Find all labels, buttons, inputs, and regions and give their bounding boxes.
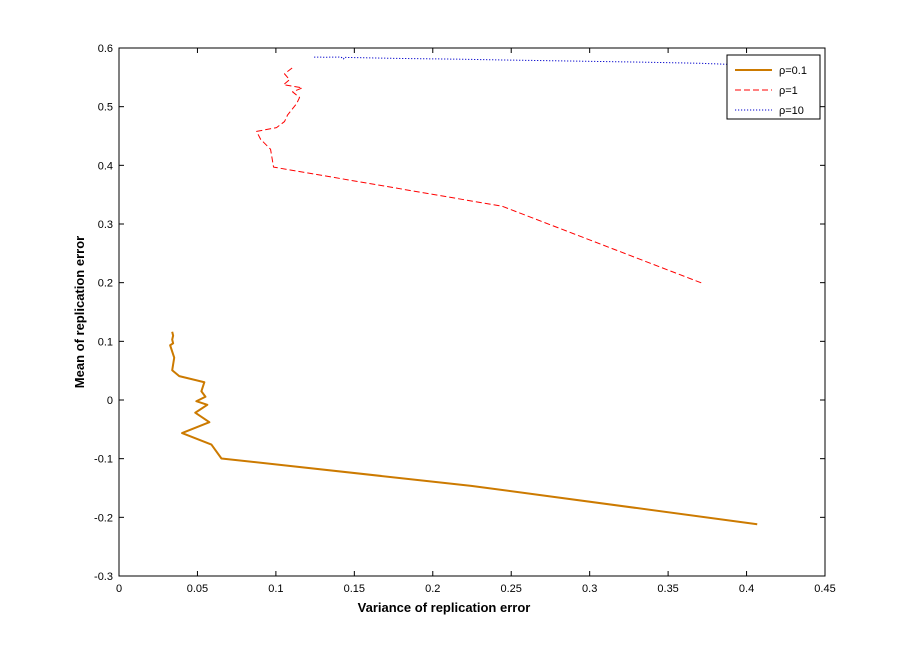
x-tick-label: 0.1	[268, 583, 283, 595]
y-tick-label: 0.1	[98, 336, 113, 348]
series-line-1	[256, 67, 702, 284]
y-axis-title: Mean of replication error	[72, 236, 87, 388]
x-tick-label: 0.4	[739, 583, 754, 595]
legend: ρ=0.1 ρ=1 ρ=10	[726, 54, 821, 120]
legend-label-2: ρ=10	[779, 105, 804, 117]
y-tick-label: -0.1	[94, 454, 113, 466]
x-tick-label: 0.25	[501, 583, 522, 595]
series-line-0	[169, 331, 758, 526]
x-tick-label: 0.3	[582, 583, 597, 595]
x-axis-title: Variance of replication error	[358, 600, 531, 615]
plot-frame	[118, 47, 826, 577]
y-tick-label: 0.6	[98, 43, 113, 55]
x-tick-label: 0.15	[344, 583, 365, 595]
y-tick-label: 0.3	[98, 219, 113, 231]
y-tick-label: 0	[107, 395, 113, 407]
x-tick-label: 0	[116, 583, 122, 595]
x-axis-ticks: 0 0.05 0.1 0.15 0.2 0.25 0.3 0.35 0.4 0.45	[116, 48, 836, 595]
x-tick-label: 0.35	[657, 583, 678, 595]
y-tick-label: 0.5	[98, 102, 113, 114]
y-tick-label: 0.2	[98, 278, 113, 290]
x-tick-label: 0.45	[814, 583, 835, 595]
series-layer	[169, 56, 758, 526]
x-tick-label: 0.05	[187, 583, 208, 595]
y-tick-label: 0.4	[98, 160, 113, 172]
legend-box	[726, 54, 821, 120]
y-tick-label: -0.3	[94, 571, 113, 583]
y-axis-ticks: -0.3 -0.2 -0.1 0 0.1 0.2 0.3 0.4 0.5 0.6	[94, 43, 825, 583]
legend-label-0: ρ=0.1	[779, 65, 807, 77]
y-tick-label: -0.2	[94, 512, 113, 524]
x-tick-label: 0.2	[425, 583, 440, 595]
legend-label-1: ρ=1	[779, 85, 798, 97]
plot-area	[119, 48, 825, 576]
series-line-2	[312, 56, 758, 66]
